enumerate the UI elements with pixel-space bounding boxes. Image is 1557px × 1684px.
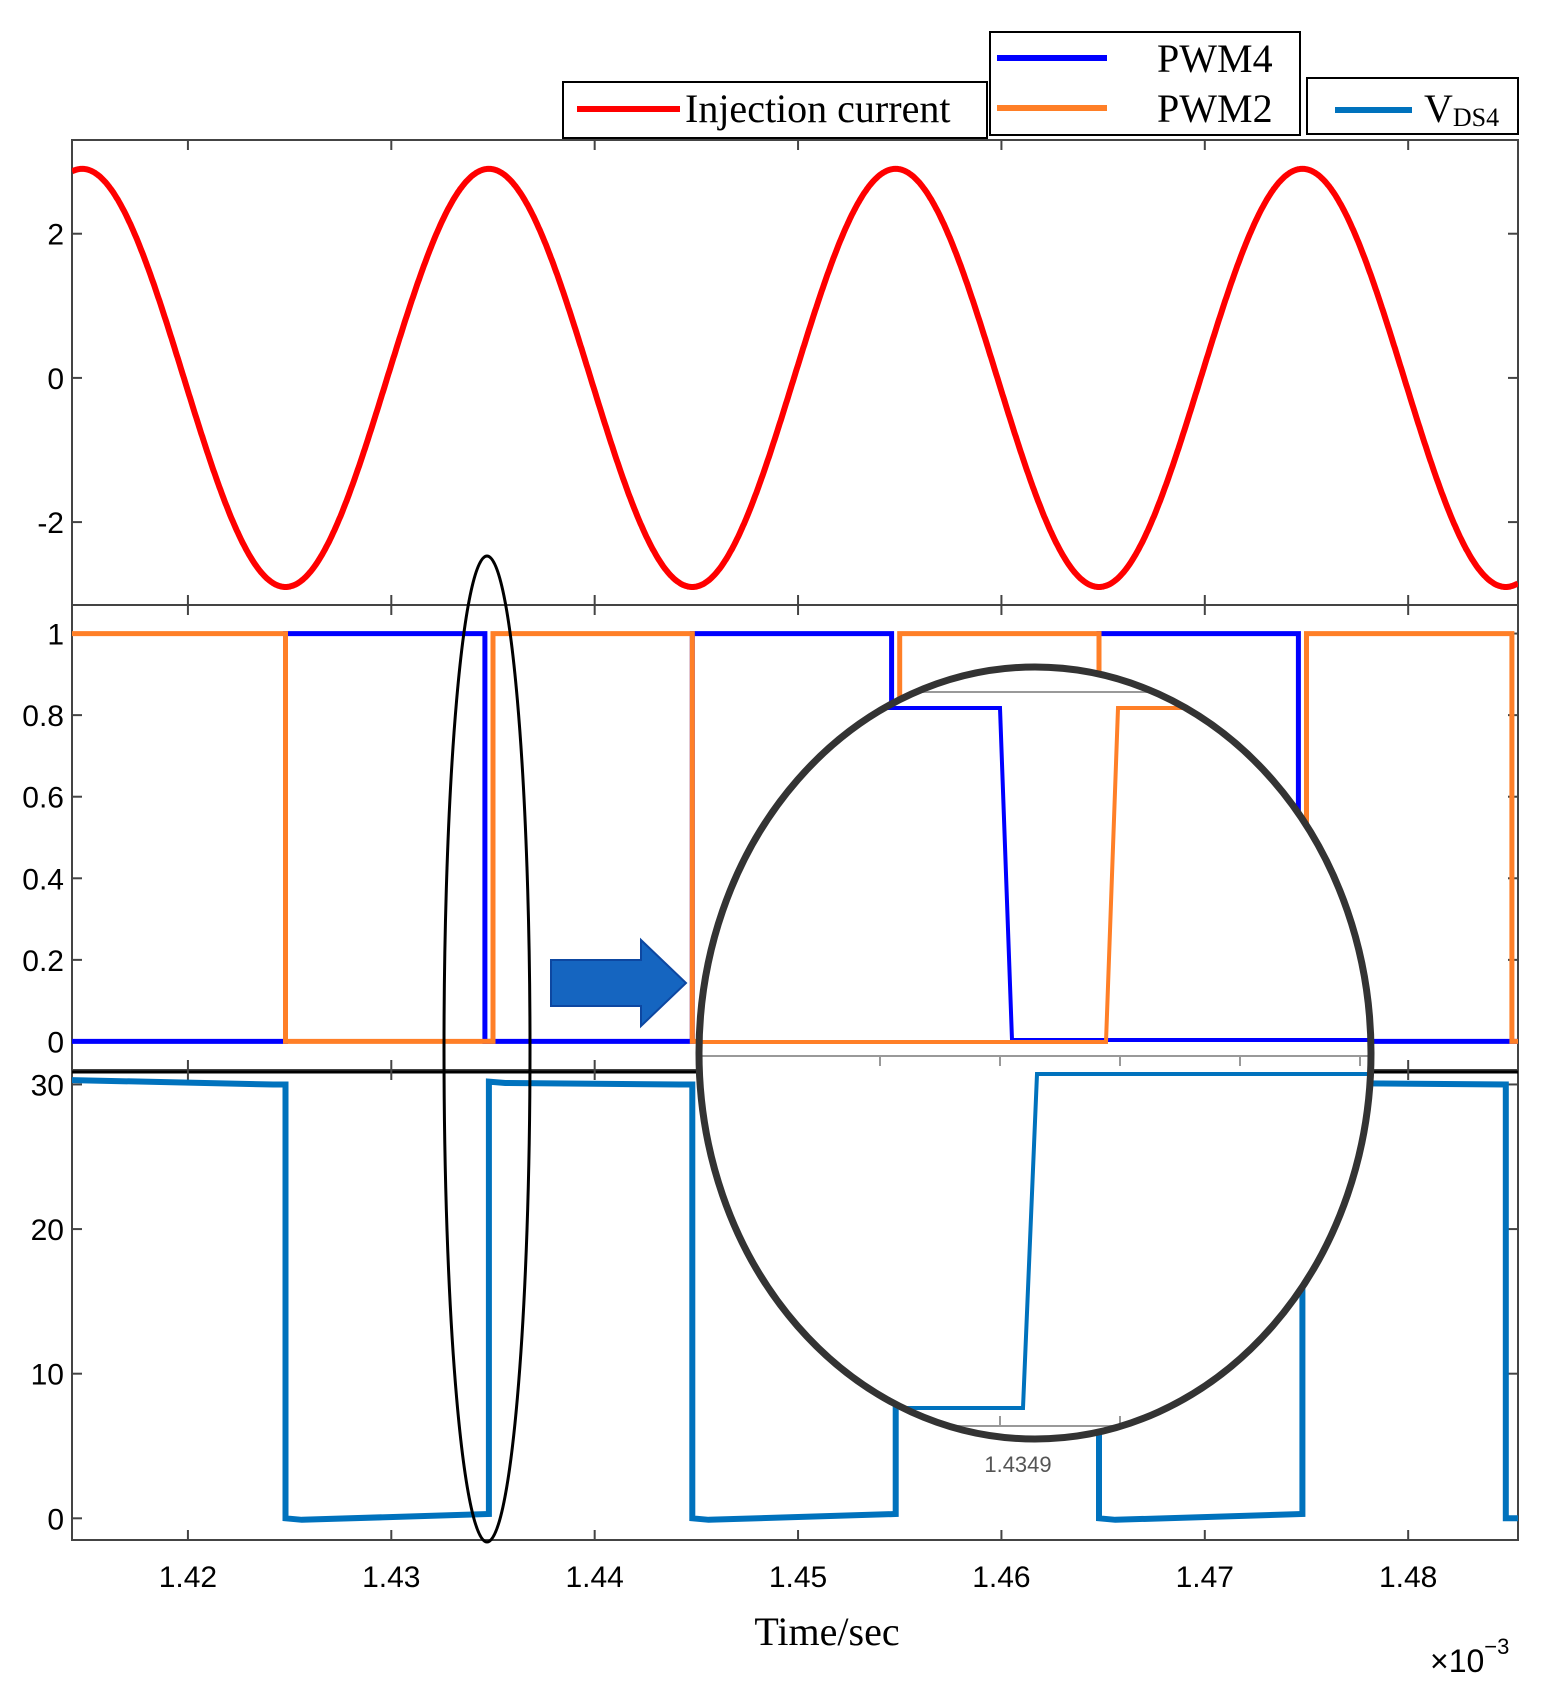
- legend-label-vds4-main: V: [1424, 86, 1453, 131]
- x-tick-label-1: 1.43: [362, 1561, 420, 1594]
- x-tick-label-4: 1.46: [972, 1561, 1030, 1594]
- legend-box-vds4: [1306, 77, 1519, 135]
- y-tick-label-p2-1: 10: [31, 1359, 64, 1392]
- y-tick-label-p0-2: 2: [47, 219, 64, 252]
- y-tick-label-p1-5: 1: [47, 619, 64, 652]
- x-tick-label-6: 1.48: [1379, 1561, 1437, 1594]
- legend-label-injection: Injection current: [685, 86, 950, 131]
- legend-vds4: VDS4: [1306, 77, 1519, 135]
- line-injection-current: [72, 165, 1518, 590]
- ticks-layer: 1.42 1.43 1.44 1.45 1.46 1.47 1.48-20200.20.40…: [22, 140, 1518, 1594]
- y-tick-label-p1-2: 0.4: [22, 863, 64, 896]
- x-tick-label-2: 1.44: [565, 1561, 623, 1594]
- x-axis-exponent: ×10−3: [1430, 1634, 1509, 1679]
- zoom-tick-label: 1.4349: [984, 1452, 1051, 1477]
- y-tick-label-p1-4: 0.8: [22, 700, 64, 733]
- line-pwm4: [72, 631, 1518, 1044]
- legend-label-vds4: VDS4: [1424, 86, 1499, 132]
- y-tick-label-p0-0: -2: [37, 507, 64, 540]
- y-tick-label-p2-0: 0: [47, 1503, 64, 1536]
- highlight-ellipse-small: [442, 554, 532, 1544]
- legend-label-pwm4: PWM4: [1157, 36, 1273, 81]
- y-tick-label-p1-1: 0.2: [22, 945, 64, 978]
- x-tick-label-5: 1.47: [1176, 1561, 1234, 1594]
- y-tick-label-p0-1: 0: [47, 363, 64, 396]
- x-tick-label-0: 1.42: [159, 1561, 217, 1594]
- zoom-ellipse-bg: [699, 667, 1371, 1439]
- legend-pwm: PWM4 PWM2: [989, 31, 1301, 136]
- x-exponent-base: ×10: [1430, 1643, 1484, 1679]
- y-tick-label-p1-0: 0: [47, 1026, 64, 1059]
- y-tick-label-p2-2: 20: [31, 1214, 64, 1247]
- x-exponent-power: −3: [1484, 1634, 1509, 1659]
- legend-label-vds4-sub: DS4: [1453, 103, 1499, 132]
- y-tick-label-p2-3: 30: [31, 1069, 64, 1102]
- zoom-arrow: [550, 937, 688, 1029]
- zoom-ellipse-border: [695, 663, 1375, 1443]
- x-axis-title: Time/sec: [754, 1609, 899, 1654]
- legend-injection-current: Injection current: [562, 81, 988, 139]
- legend-box-pwm: [989, 31, 1301, 136]
- legend-label-pwm2: PWM2: [1157, 86, 1273, 131]
- y-tick-label-p1-3: 0.6: [22, 782, 64, 815]
- x-tick-label-3: 1.45: [769, 1561, 827, 1594]
